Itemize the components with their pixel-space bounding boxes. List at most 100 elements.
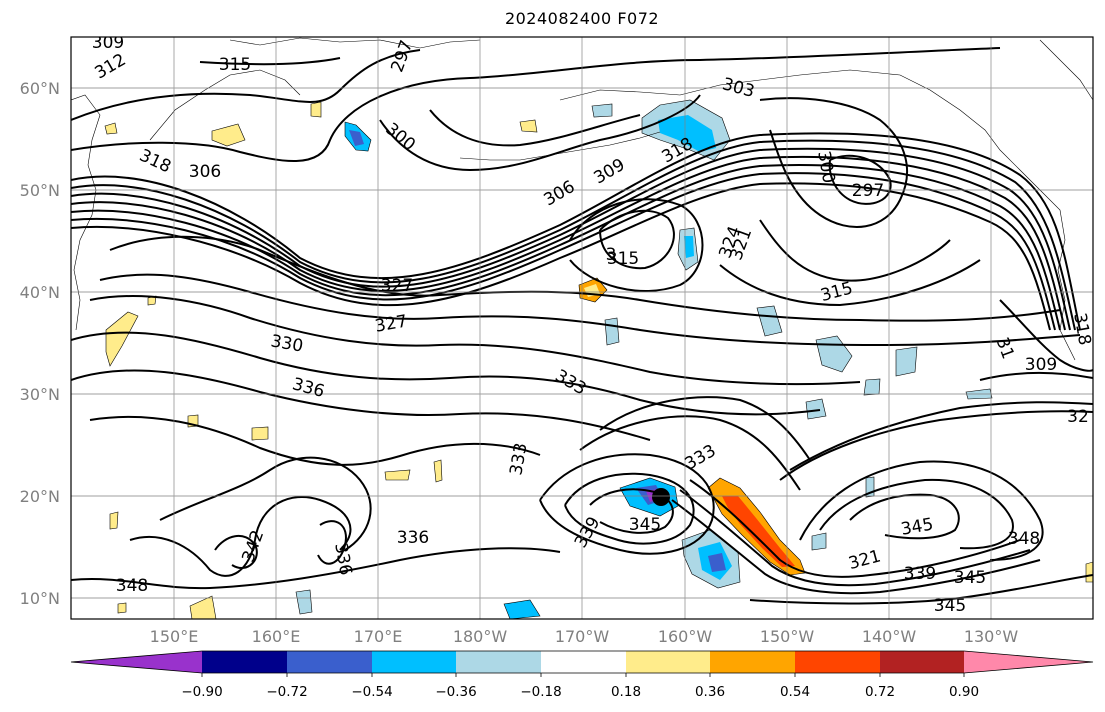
colorbar-bin: [456, 651, 541, 673]
contour-line: [99, 273, 1081, 347]
contour-line: [71, 547, 561, 590]
shade-patch: [863, 378, 881, 396]
contour-line: [89, 415, 541, 466]
contour-label: 348: [1008, 529, 1040, 549]
contour-line: [779, 410, 1093, 481]
contour-line: [671, 499, 1041, 595]
contour-line: [71, 49, 421, 121]
lat-label: 50°N: [20, 181, 60, 200]
contour-label: 345: [954, 568, 986, 588]
contour-line: [129, 495, 352, 577]
shade-patch: [604, 317, 620, 346]
colorbar-label: −0.18: [520, 684, 561, 700]
colorbar-bin: [541, 651, 626, 673]
map-title: 2024082400 F072: [504, 9, 660, 28]
contour-line: [317, 520, 347, 565]
contour-line: [579, 415, 801, 491]
shade-core: [652, 488, 670, 506]
lon-label: 160°W: [658, 627, 713, 646]
contour-line: [849, 493, 960, 540]
shade-patch: [349, 130, 364, 146]
contour-line: [71, 47, 1001, 163]
colorbar-label: 0.54: [780, 684, 810, 700]
map-frame: [70, 36, 1094, 620]
shade-patch: [1085, 561, 1093, 583]
contour-line: [799, 460, 1044, 561]
coastline-alaska: [559, 69, 1076, 361]
colorbar-label: −0.54: [351, 684, 392, 700]
shade-patch: [722, 496, 795, 567]
colorbar-label: −0.36: [435, 684, 476, 700]
contour-line: [199, 57, 341, 66]
contour-line: [789, 401, 1093, 471]
contour-line: [569, 198, 704, 292]
lat-label: 30°N: [20, 385, 60, 404]
shade-patch: [211, 123, 246, 147]
contour-label: 348: [116, 576, 148, 596]
colorbar-bin: [287, 651, 372, 673]
contour-label: 309: [92, 33, 124, 53]
shade-patch: [384, 469, 411, 481]
shade-patch: [117, 602, 127, 614]
contour-line: [109, 235, 1061, 322]
contour-line: [828, 154, 892, 205]
colorbar-extend-high: [964, 651, 1093, 673]
contour-line: [159, 456, 372, 551]
contour-label: 339: [904, 564, 936, 584]
contour-label: 297: [852, 181, 884, 201]
lon-label: 130°W: [964, 627, 1019, 646]
contour-line: [71, 182, 1051, 331]
shade-patch: [895, 346, 918, 377]
contour-line: [759, 97, 909, 228]
graticule: [71, 37, 1093, 619]
contour-line: [429, 109, 641, 147]
shade-patch: [295, 589, 313, 615]
shade-patch: [433, 459, 443, 483]
colorbar-label: 0.18: [611, 684, 641, 700]
lat-label: 40°N: [20, 283, 60, 302]
contour-label: 345: [629, 515, 661, 535]
contour-label: 306: [189, 162, 221, 182]
lon-label: 170°W: [555, 627, 610, 646]
contour-line: [689, 479, 1021, 578]
coastline-aleutians: [459, 131, 661, 161]
lat-label: 60°N: [20, 79, 60, 98]
shade-patch: [591, 103, 613, 118]
contour-label: 315: [219, 55, 251, 75]
colorbar-ticks: [201, 673, 965, 677]
colorbar-label: 0.90: [949, 684, 979, 700]
coastline-islands: [1039, 39, 1093, 101]
contour-label: 327: [381, 276, 413, 296]
contour-line: [999, 299, 1093, 372]
colorbar-label: −0.72: [266, 684, 307, 700]
contour-line: [679, 489, 1031, 587]
colorbar-bin: [710, 651, 795, 673]
contour-line: [599, 396, 811, 461]
shade-patch: [708, 553, 726, 572]
contour-line: [89, 295, 861, 386]
colorbar-extend-low: [71, 651, 202, 673]
contour-label: 336: [397, 528, 429, 548]
contour-label: 309: [1025, 355, 1057, 375]
shade-patch: [104, 122, 118, 135]
colorbar-label: −0.90: [181, 684, 222, 700]
contour-line: [819, 478, 1014, 550]
lon-label: 160°E: [252, 627, 301, 646]
contour-line: [379, 94, 701, 172]
contour-line: [719, 259, 981, 307]
lon-label: 180°W: [453, 627, 508, 646]
contour-line: [71, 155, 1066, 331]
contour-line: [564, 472, 695, 545]
contour-line: [214, 535, 258, 569]
latitude-labels: 60°N 50°N 40°N 30°N 20°N 10°N: [20, 79, 60, 608]
contour-line: [71, 132, 1081, 331]
contour-line: [589, 488, 674, 534]
contour-label: 318: [1069, 311, 1094, 346]
contour-line: [71, 331, 821, 416]
coastline-kamchatka: [149, 69, 301, 141]
shade-patch: [805, 398, 827, 420]
shade-patch: [105, 311, 139, 367]
colorbar-bin: [795, 651, 880, 673]
longitude-labels: 150°E 160°E 170°E 180°W 170°W 160°W 150°…: [150, 627, 1019, 646]
